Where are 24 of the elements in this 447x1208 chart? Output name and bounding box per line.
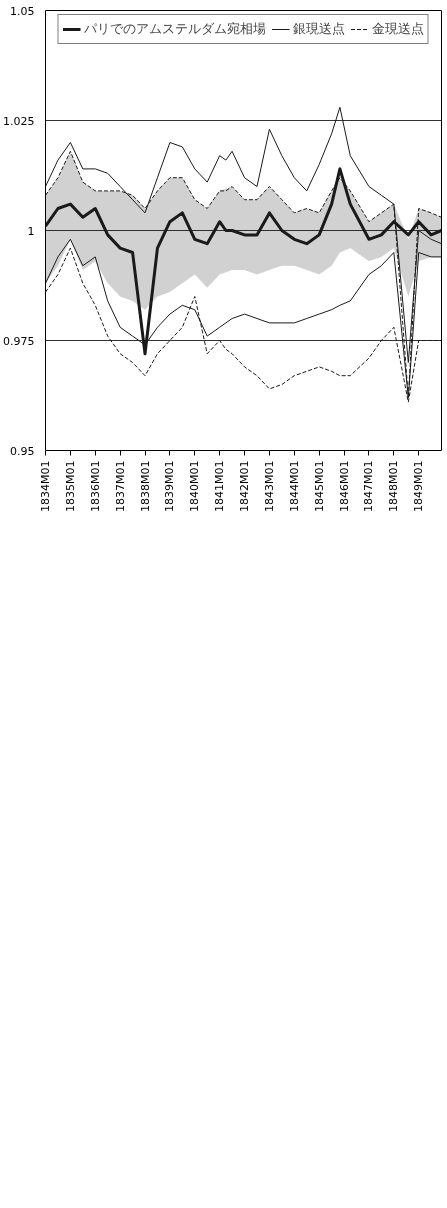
y-tick-label: 0.975 xyxy=(3,334,35,348)
x-tick-label: 1841M01 xyxy=(213,460,227,512)
x-tick-label: 1847M01 xyxy=(362,460,376,512)
x-tick-label: 1837M01 xyxy=(113,460,127,512)
y-tick-label: 1 xyxy=(27,224,35,238)
x-tick-label: 1842M01 xyxy=(238,460,252,512)
y-tick-label: 1.05 xyxy=(10,4,35,18)
x-tick-label: 1834M01 xyxy=(39,460,52,512)
x-tick-label: 1845M01 xyxy=(312,460,326,512)
x-tick-label: 1849M01 xyxy=(412,460,426,512)
legend-label: 銀現送点 xyxy=(292,20,345,38)
x-tick-label: 1843M01 xyxy=(262,460,276,512)
x-tick-label: 1840M01 xyxy=(188,460,202,512)
x-tick-label: 1836M01 xyxy=(88,460,102,512)
x-tick-label: 1848M01 xyxy=(387,460,401,512)
x-tick-label: 1844M01 xyxy=(287,460,301,512)
y-tick-label: 0.95 xyxy=(10,444,35,458)
x-tick-label: 1839M01 xyxy=(163,460,177,512)
legend-label: 金現送点 xyxy=(371,20,424,38)
y-tick-label: 1.025 xyxy=(3,114,35,128)
x-tick-label: 1846M01 xyxy=(337,460,351,512)
legend-label: パリでのアムステルダム宛相場 xyxy=(83,20,266,38)
x-tick-label: 1838M01 xyxy=(138,460,152,512)
x-tick-label: 1835M01 xyxy=(63,460,77,512)
